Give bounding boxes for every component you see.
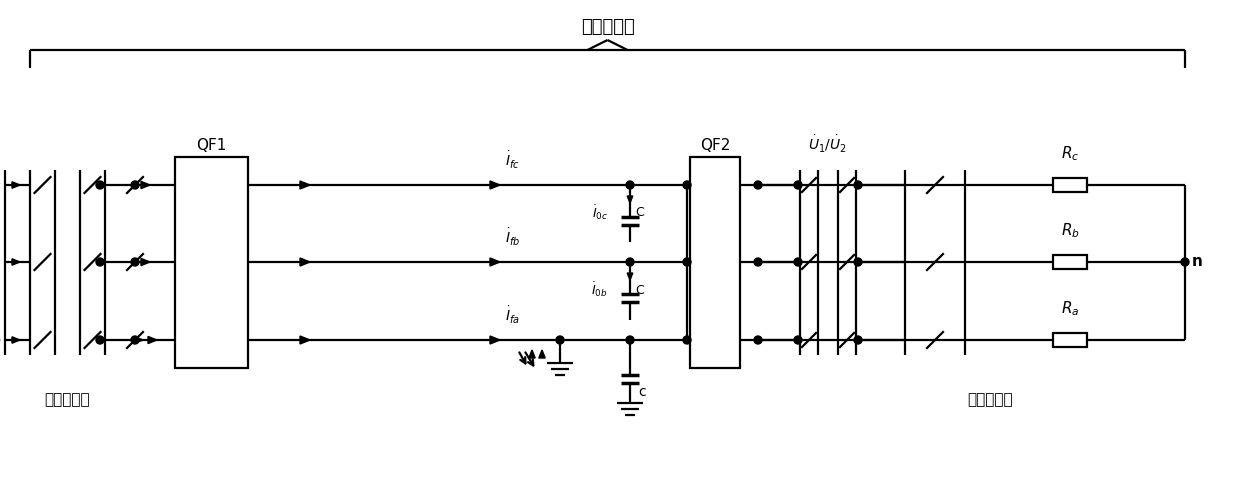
Circle shape	[95, 258, 104, 266]
Text: n: n	[1192, 255, 1203, 270]
Circle shape	[556, 336, 564, 344]
Circle shape	[683, 258, 691, 266]
Circle shape	[854, 336, 862, 344]
Text: C: C	[635, 284, 644, 297]
Circle shape	[626, 258, 634, 266]
Circle shape	[794, 336, 802, 344]
Bar	[1053, 255, 1087, 269]
Circle shape	[95, 336, 104, 344]
Text: $\dot{I}_{fc}$: $\dot{I}_{fc}$	[505, 150, 520, 171]
Polygon shape	[300, 181, 310, 189]
Circle shape	[131, 258, 139, 266]
Bar	[1053, 178, 1087, 192]
Bar	[1053, 333, 1087, 347]
Circle shape	[95, 181, 104, 189]
Polygon shape	[134, 336, 143, 344]
Circle shape	[854, 258, 862, 266]
Polygon shape	[12, 337, 20, 343]
Circle shape	[131, 336, 139, 344]
Circle shape	[754, 181, 763, 189]
Circle shape	[794, 258, 802, 266]
Text: $\dot{I}_{0b}$: $\dot{I}_{0b}$	[591, 281, 608, 299]
Text: $\dot{I}_{fb}$: $\dot{I}_{fb}$	[505, 227, 521, 248]
Circle shape	[626, 181, 634, 189]
Polygon shape	[490, 181, 500, 189]
Text: $\dot{I}_{fa}$: $\dot{I}_{fa}$	[505, 305, 520, 326]
Polygon shape	[141, 182, 150, 189]
Polygon shape	[12, 182, 20, 188]
Polygon shape	[490, 258, 500, 266]
Polygon shape	[490, 336, 500, 344]
Polygon shape	[627, 196, 632, 203]
Polygon shape	[300, 336, 310, 344]
Text: $\dot{E}_a$: $\dot{E}_a$	[0, 325, 2, 347]
Bar	[689, 157, 740, 368]
Polygon shape	[539, 350, 546, 358]
Text: 负载变压器: 负载变压器	[967, 392, 1013, 407]
Polygon shape	[12, 259, 20, 265]
Text: $\dot{E}_b$: $\dot{E}_b$	[0, 247, 2, 269]
Text: QF1: QF1	[196, 138, 227, 153]
Circle shape	[1180, 258, 1189, 266]
Text: C: C	[635, 207, 644, 220]
Circle shape	[794, 181, 802, 189]
Text: 供电主回路: 供电主回路	[580, 18, 635, 36]
Polygon shape	[141, 258, 150, 266]
Polygon shape	[300, 258, 310, 266]
Circle shape	[754, 336, 763, 344]
Circle shape	[131, 181, 139, 189]
Text: $R_a$: $R_a$	[1060, 299, 1079, 318]
Text: $\dot{U}_1/\dot{U}_2$: $\dot{U}_1/\dot{U}_2$	[808, 134, 847, 155]
Text: $\dot{I}_{0c}$: $\dot{I}_{0c}$	[591, 204, 608, 222]
Text: $\dot{E}_c$: $\dot{E}_c$	[0, 170, 2, 192]
Circle shape	[683, 181, 691, 189]
Circle shape	[754, 258, 763, 266]
Circle shape	[683, 336, 691, 344]
Text: c: c	[639, 385, 646, 399]
Text: $R_b$: $R_b$	[1060, 221, 1079, 240]
Circle shape	[854, 181, 862, 189]
Text: 电源变压器: 电源变压器	[45, 392, 91, 407]
Text: $R_c$: $R_c$	[1061, 144, 1079, 163]
Polygon shape	[148, 336, 157, 344]
Text: QF2: QF2	[699, 138, 730, 153]
Polygon shape	[627, 273, 632, 280]
Circle shape	[626, 336, 634, 344]
Bar	[175, 157, 248, 368]
Polygon shape	[528, 350, 536, 358]
